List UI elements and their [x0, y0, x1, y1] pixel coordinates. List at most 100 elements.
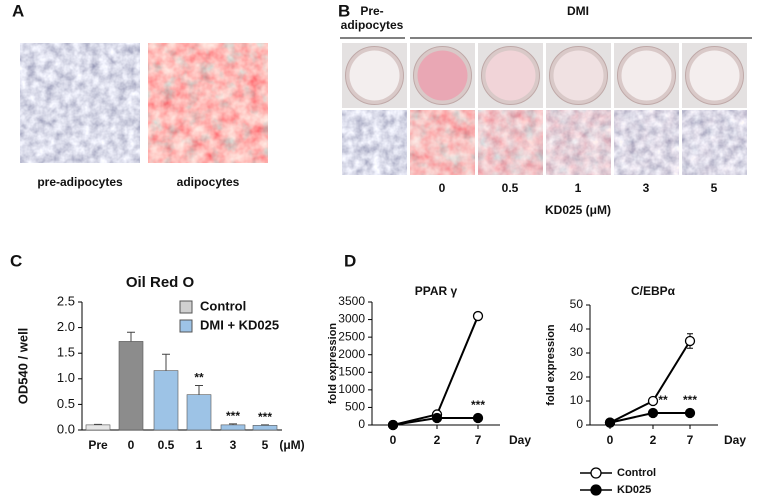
- well-images: [342, 43, 747, 175]
- bar: [220, 424, 246, 431]
- bar: [186, 394, 212, 431]
- dose-label: 0.5: [502, 181, 519, 195]
- significance: ***: [471, 398, 485, 412]
- dose-label: 5: [711, 181, 718, 195]
- dose-label: 3: [643, 181, 650, 195]
- y-tick-label: 40: [570, 321, 584, 335]
- x-tick-label: 2: [650, 433, 657, 447]
- micrograph: [342, 110, 407, 175]
- x-unit: (μM): [279, 438, 304, 452]
- marker: [647, 395, 659, 407]
- y-axis-label: OD540 / well: [15, 328, 30, 405]
- significance: ***: [226, 409, 240, 423]
- y-tick-label: 1.5: [57, 345, 75, 360]
- chart-title: C/EBPα: [631, 284, 676, 298]
- error-bar: [127, 331, 135, 342]
- y-tick-label: 3000: [338, 312, 365, 326]
- marker: [647, 407, 659, 419]
- error-bar: [94, 423, 102, 425]
- y-tick-label: 1.0: [57, 370, 75, 385]
- legend-marker: [590, 484, 602, 496]
- bar: [85, 424, 111, 431]
- y-tick-label: 2.5: [57, 293, 75, 308]
- legend-label: KD025: [617, 484, 651, 496]
- x-tick-label: 0: [128, 438, 135, 452]
- x-tick-label: 7: [475, 433, 482, 447]
- x-axis-label: Day: [724, 433, 746, 447]
- y-tick-label: 10: [570, 393, 584, 407]
- bar: [118, 341, 144, 431]
- axis-label: KD025 (μM): [545, 203, 611, 217]
- caption: pre-adipocytes: [37, 175, 123, 189]
- x-tick-label: 5: [262, 438, 269, 452]
- micrograph-stain: [614, 110, 679, 175]
- legend-label: DMI + KD025: [200, 317, 279, 332]
- chart-title: Oil Red O: [126, 274, 195, 291]
- well: [349, 50, 400, 101]
- legend-swatch: [179, 319, 193, 333]
- significance: ***: [683, 393, 697, 407]
- x-tick-label: 3: [230, 438, 237, 452]
- micrograph-stain: [478, 110, 543, 175]
- dose-label: 1: [575, 181, 582, 195]
- y-tick-label: 20: [570, 369, 584, 383]
- y-tick-label: 30: [570, 345, 584, 359]
- chart-title: PPAR γ: [415, 284, 458, 298]
- y-tick-label: 2500: [338, 329, 365, 343]
- group-label: adipocytes: [341, 18, 404, 32]
- x-tick-label: Pre: [88, 438, 108, 452]
- y-tick-label: 3500: [338, 294, 365, 308]
- bar: [153, 370, 179, 431]
- y-tick-label: 50: [570, 297, 584, 311]
- y-tick-label: 0.5: [57, 396, 75, 411]
- legend-marker: [590, 467, 602, 479]
- marker: [472, 310, 484, 322]
- significance: ***: [258, 410, 272, 424]
- y-tick-label: 0.0: [57, 421, 75, 436]
- y-axis-label: fold expression: [327, 323, 339, 405]
- well: [621, 50, 672, 101]
- series-line: [392, 315, 479, 426]
- y-tick-label: 2000: [338, 347, 365, 361]
- legend-swatch: [179, 300, 193, 314]
- y-axis-label: fold expression: [545, 324, 557, 406]
- panel-letter: C: [10, 251, 22, 270]
- marker: [684, 335, 696, 347]
- significance: **: [194, 371, 204, 385]
- y-tick-label: 2.0: [57, 319, 75, 334]
- marker: [604, 417, 616, 428]
- error-bar: [195, 384, 203, 395]
- caption: adipocytes: [177, 175, 240, 189]
- micrograph: [19, 42, 141, 164]
- y-tick-label: 0: [358, 417, 365, 431]
- marker: [387, 419, 399, 431]
- error-bar: [261, 424, 269, 426]
- x-tick-label: 1: [196, 438, 203, 452]
- well: [485, 50, 536, 101]
- x-axis-label: Day: [509, 433, 531, 447]
- marker: [472, 412, 484, 424]
- error-bar: [229, 423, 237, 425]
- marker: [684, 407, 696, 419]
- well: [553, 50, 604, 101]
- micrograph-stain: [546, 110, 611, 175]
- group-label: DMI: [567, 4, 589, 18]
- y-tick-label: 500: [345, 400, 365, 414]
- micrograph: [147, 42, 269, 164]
- marker: [431, 412, 443, 424]
- x-tick-label: 0: [390, 433, 397, 447]
- micrograph-stain: [682, 110, 747, 175]
- legend-label: Control: [617, 467, 656, 479]
- x-tick-label: 2: [434, 433, 441, 447]
- x-tick-label: 7: [687, 433, 694, 447]
- significance: **: [658, 393, 668, 407]
- dose-label: 0: [439, 181, 446, 195]
- well: [689, 50, 740, 101]
- bar: [252, 425, 278, 431]
- x-tick-label: 0: [607, 433, 614, 447]
- y-tick-label: 0: [576, 417, 583, 431]
- legend-label: Control: [200, 298, 246, 313]
- y-tick-label: 1500: [338, 364, 365, 378]
- panel-letter: D: [344, 251, 356, 270]
